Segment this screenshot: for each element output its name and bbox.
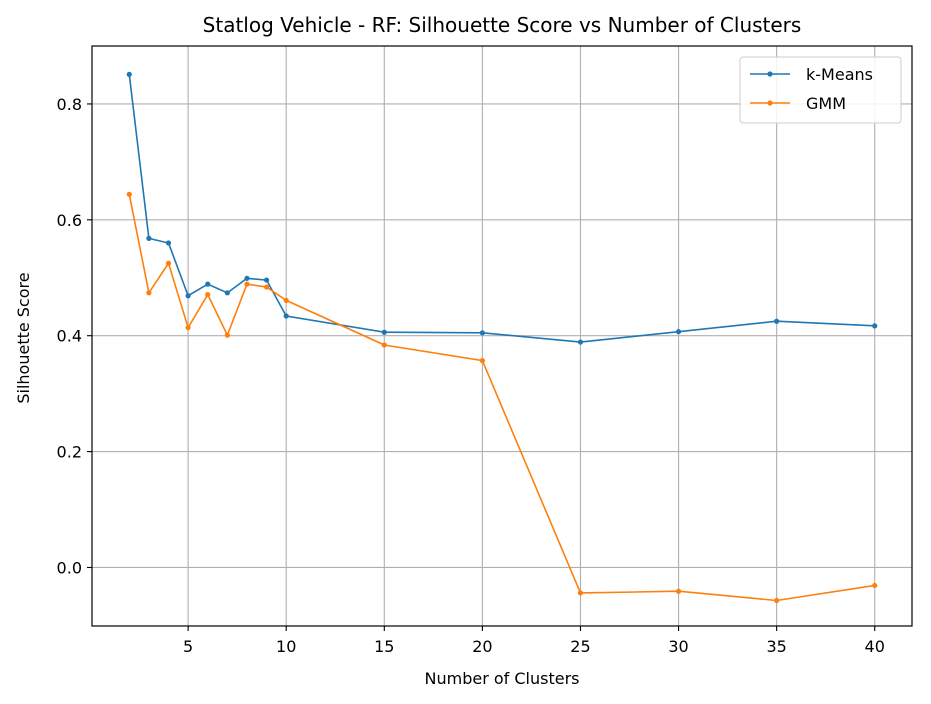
y-tick-label: 0.4 [57, 327, 82, 346]
data-point-gmm [283, 297, 289, 303]
data-point-gmm [774, 597, 780, 604]
x-tick-label: 20 [472, 637, 492, 656]
data-point-k-means [224, 290, 230, 296]
data-point-k-means [263, 277, 270, 283]
data-point-k-means [675, 329, 682, 335]
series-line-gmm [128, 194, 875, 602]
data-point-k-means [381, 329, 387, 335]
legend-item-k-means: k-Means [750, 65, 873, 84]
data-point-k-means [244, 275, 250, 281]
x-tick-label: 10 [276, 637, 296, 656]
data-point-gmm [479, 358, 485, 364]
series-layer [126, 71, 878, 604]
legend-marker [767, 100, 773, 106]
data-point-gmm [675, 588, 682, 594]
data-point-gmm [165, 260, 172, 266]
data-point-k-means [185, 293, 191, 299]
data-point-k-means [872, 323, 878, 329]
legend-label: GMM [806, 94, 846, 113]
legend: k-Means GMM [739, 56, 902, 124]
data-point-gmm [244, 281, 250, 287]
chart-title: Statlog Vehicle - RF: Silhouette Score v… [203, 13, 802, 37]
y-tick-label: 0.2 [57, 443, 82, 462]
data-point-k-means [479, 330, 485, 336]
data-point-gmm [263, 284, 270, 290]
data-point-gmm [205, 291, 211, 298]
data-point-gmm [872, 582, 878, 589]
x-tick-label: 15 [374, 637, 394, 656]
y-tick-label: 0.6 [57, 211, 82, 230]
data-point-gmm [224, 332, 230, 338]
legend-item-gmm: GMM [750, 94, 846, 113]
grid-lines [92, 46, 912, 626]
axis-ticks: 5 10 15 20 25 30 35 40 0.0 0.2 0.4 0.6 0.8 [57, 95, 885, 656]
data-point-k-means [774, 318, 780, 324]
legend-marker [767, 71, 773, 77]
data-point-k-means [165, 240, 172, 246]
x-tick-label: 5 [183, 637, 193, 656]
data-point-k-means [146, 235, 152, 241]
x-axis-label: Number of Clusters [425, 669, 580, 688]
data-point-gmm [146, 290, 152, 296]
x-tick-label: 40 [865, 637, 885, 656]
data-point-k-means [283, 313, 289, 319]
data-point-gmm [126, 191, 132, 197]
data-point-k-means [577, 339, 584, 345]
y-tick-label: 0.0 [57, 558, 82, 577]
data-point-gmm [577, 590, 584, 596]
series-gmm [126, 191, 878, 604]
data-point-gmm [185, 324, 191, 331]
legend-label: k-Means [806, 65, 873, 84]
y-axis-label: Silhouette Score [14, 272, 33, 403]
data-point-k-means [126, 71, 132, 77]
data-point-k-means [205, 281, 211, 287]
x-tick-label: 30 [668, 637, 688, 656]
y-tick-label: 0.8 [57, 95, 82, 114]
x-tick-label: 25 [570, 637, 590, 656]
data-point-gmm [381, 342, 387, 348]
series-k-means [126, 71, 878, 345]
x-tick-label: 35 [766, 637, 786, 656]
